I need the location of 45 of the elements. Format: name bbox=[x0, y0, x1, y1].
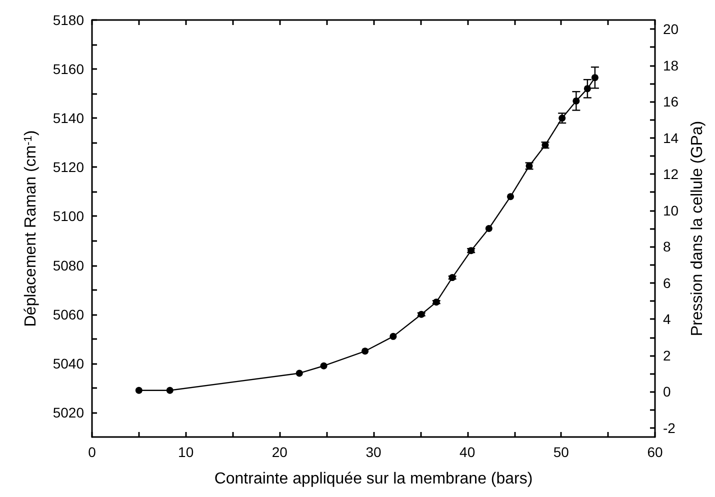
y-tick-label: 5140 bbox=[52, 110, 84, 126]
y-tick-label: 5100 bbox=[52, 208, 84, 224]
y2-axis-title: Pression dans la cellule (GPa) bbox=[688, 120, 706, 336]
y2-tick-label: 2 bbox=[663, 347, 671, 364]
y2-tick-label: 18 bbox=[663, 57, 679, 74]
point bbox=[418, 310, 425, 318]
point bbox=[485, 225, 492, 232]
x-tick-label: 10 bbox=[178, 444, 194, 460]
x-tick-label: 20 bbox=[272, 444, 288, 460]
point bbox=[135, 386, 142, 394]
y-tick-label: 5060 bbox=[52, 306, 84, 322]
y2-tick-label: 20 bbox=[663, 21, 679, 38]
y2-tick-label: 10 bbox=[663, 202, 679, 218]
point bbox=[166, 386, 174, 394]
x-axis-title: Contrainte appliquée sur la membrane (bars) bbox=[214, 470, 533, 488]
y-tick-label: 5160 bbox=[52, 61, 84, 78]
y-axis-title: Déplacement Raman (cm-1) bbox=[22, 130, 40, 327]
y-tick-label: 5080 bbox=[52, 257, 84, 274]
point bbox=[591, 74, 598, 82]
point bbox=[558, 114, 566, 122]
x-tick-label: 40 bbox=[460, 444, 476, 460]
y2-tick-label: 8 bbox=[663, 238, 671, 255]
point bbox=[296, 370, 303, 377]
x-tick-label: 50 bbox=[553, 444, 570, 460]
point bbox=[572, 97, 580, 104]
x-tick-label: 60 bbox=[647, 444, 663, 460]
y2-tick-label: 16 bbox=[663, 94, 679, 110]
y2-tick-label: 4 bbox=[663, 311, 671, 328]
point bbox=[362, 348, 369, 355]
point bbox=[584, 85, 591, 92]
point bbox=[432, 298, 440, 306]
y-tick-label: 5020 bbox=[52, 404, 84, 420]
y2-tick-label: 0 bbox=[663, 384, 671, 400]
y2-tick-label: 14 bbox=[663, 130, 679, 146]
y2-tick-label: -2 bbox=[663, 420, 676, 436]
y-tick-label: 5120 bbox=[52, 159, 84, 176]
point bbox=[320, 362, 328, 370]
point bbox=[390, 332, 397, 340]
x-tick-label: 0 bbox=[88, 444, 96, 460]
x-tick-label: 30 bbox=[366, 444, 382, 460]
y-tick-label: 5180 bbox=[52, 12, 84, 28]
y2-tick-label: 6 bbox=[663, 274, 671, 291]
y-tick-label: 5040 bbox=[52, 355, 84, 372]
y2-tick-label: 12 bbox=[663, 166, 679, 182]
point bbox=[507, 193, 514, 200]
